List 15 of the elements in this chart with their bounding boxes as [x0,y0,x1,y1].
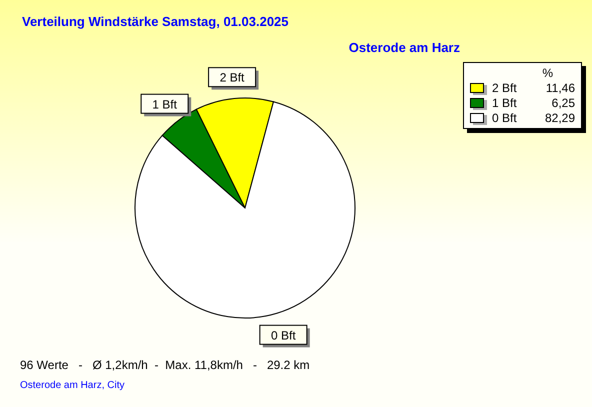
data-label: 11,46 [544,80,575,94]
pie-slice [134,101,356,318]
legend-title: % [541,66,554,80]
chart-title: Verteilung Windstärke Samstag, 01.03.2025 [22,14,289,29]
slice-label: 0 Bft [270,328,296,342]
chart-subtitle: Osterode am Harz [348,40,460,55]
text: 96 Werte - Ø 1,2km/h - Max. 11,8km/h - 29.2 km [20,358,310,372]
slice-label: 1 Bft [152,97,178,112]
data-label: 6,25 [550,96,575,110]
legend-label: 0 Bft [492,110,518,124]
text: Osterode am Harz, City [20,380,124,391]
legend-label: 2 Bft [492,80,518,94]
legend-label: 1 Bft [492,96,518,110]
slice-label: 2 Bft [220,70,246,85]
data-label: 82,29 [544,110,575,124]
